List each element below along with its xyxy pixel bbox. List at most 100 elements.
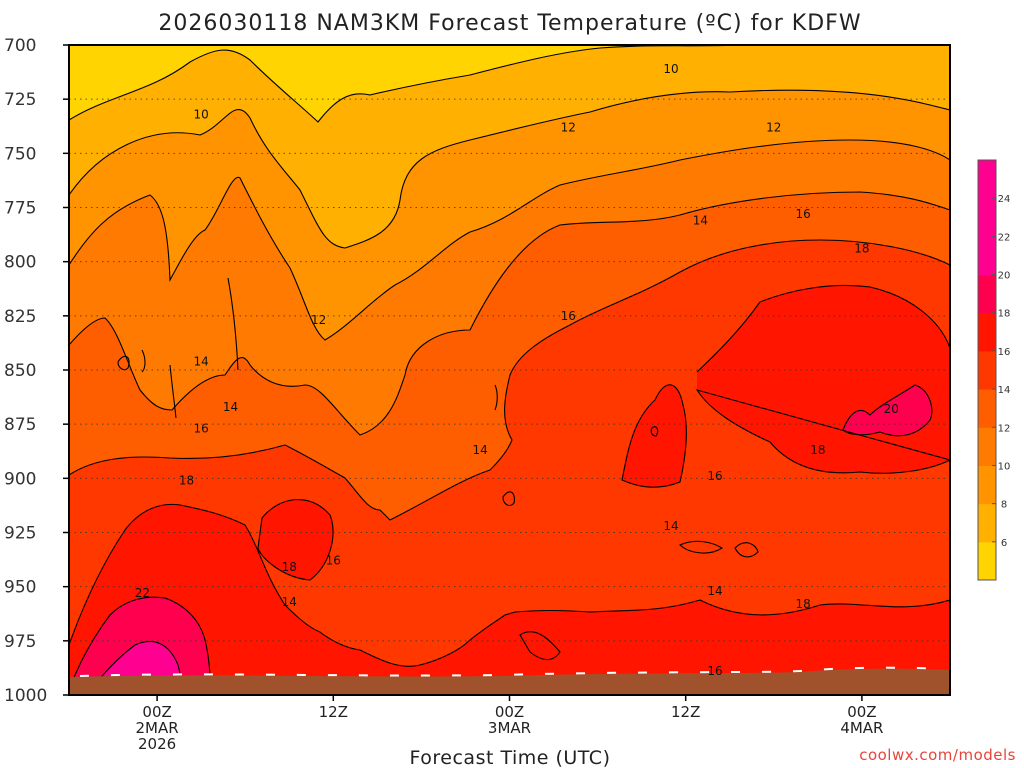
colorbar-segment — [978, 350, 996, 390]
contour-label: 12 — [311, 313, 326, 327]
contour-line — [69, 239, 950, 521]
contour-label: 10 — [663, 62, 678, 76]
contour-lines — [69, 45, 950, 695]
band-18-20 — [69, 504, 950, 695]
credit-text: coolwx.com/models — [859, 746, 1016, 764]
colorbar-tick-label: 24 — [998, 194, 1011, 205]
contour-label: 18 — [854, 242, 869, 256]
x-tick-label: 00Z — [495, 703, 524, 721]
contour-line — [519, 631, 561, 661]
contour-line — [69, 45, 741, 123]
colorbar-segment — [978, 465, 996, 505]
contour-label: 16 — [796, 207, 811, 221]
colorbar-tick-label: 6 — [1001, 538, 1007, 549]
colorbar: 6 8 10 12 14 16 18 20 22 24 — [977, 159, 1011, 581]
contour-label: 16 — [194, 422, 209, 436]
y-tick-label: 800 — [4, 253, 36, 273]
contour-label: 10 — [194, 107, 209, 121]
y-tick-label: 900 — [4, 469, 36, 489]
band-18-20-mid — [258, 499, 334, 580]
contour-label: 12 — [561, 120, 576, 134]
contour-label: 14 — [707, 584, 722, 598]
contour-line — [695, 284, 950, 474]
contour-line — [734, 542, 759, 558]
contour-line — [141, 349, 146, 373]
contour-line — [69, 89, 950, 249]
ground-strip — [69, 668, 950, 695]
colorbar-tick-label: 16 — [998, 347, 1011, 358]
colorbar-tick-label: 20 — [998, 271, 1011, 282]
y-tick-label: 725 — [4, 90, 36, 110]
contour-line — [69, 596, 213, 695]
y-tick-label: 700 — [4, 36, 36, 56]
y-tick-label: 825 — [4, 307, 36, 327]
contour-line — [502, 491, 515, 506]
contour-line — [117, 355, 130, 371]
colorbar-segment — [978, 541, 996, 581]
plot-frame — [68, 44, 951, 696]
contour-line — [494, 384, 498, 411]
y-tick-label: 975 — [4, 632, 36, 652]
contour-line — [621, 384, 687, 488]
x-tick-label: 2026 — [138, 735, 176, 753]
contour-line — [227, 277, 239, 371]
contour-label: 14 — [282, 595, 297, 609]
contour-label: 14 — [194, 354, 209, 368]
colorbar-segment — [978, 274, 996, 314]
x-axis-title: Forecast Time (UTC) — [410, 747, 611, 768]
colorbar-frame — [977, 159, 997, 581]
contour-label: 16 — [326, 554, 341, 568]
contour-line — [650, 426, 659, 437]
contour-label: 18 — [810, 443, 825, 457]
colorbar-segment — [978, 198, 996, 237]
y-tick-label: 775 — [4, 199, 36, 219]
x-tick-label: 12Z — [671, 703, 700, 721]
contour-line — [69, 139, 950, 341]
x-tick-label: 3MAR — [488, 719, 531, 737]
y-tick-label: 750 — [4, 144, 36, 164]
contour-line — [69, 191, 950, 436]
colorbar-tick-label: 8 — [1001, 500, 1007, 511]
y-tick-label: 1000 — [4, 686, 47, 706]
x-tick-label: 00Z — [142, 703, 171, 721]
contour-line — [842, 384, 933, 437]
contour-label: 22 — [135, 586, 150, 600]
colorbar-tick-label: 12 — [998, 423, 1011, 434]
colorbar-segment — [978, 236, 996, 276]
contour-label: 16 — [707, 469, 722, 483]
chart-title: 2026030118 NAM3KM Forecast Temperature (… — [158, 11, 861, 36]
colorbar-segment — [978, 312, 996, 352]
plot-area — [69, 45, 950, 695]
y-tick-label: 875 — [4, 415, 36, 435]
y-tick-label: 850 — [4, 361, 36, 381]
y-tick-label: 925 — [4, 524, 36, 544]
contour-label: 18 — [282, 560, 297, 574]
contour-label: 14 — [472, 443, 487, 457]
y-axis: 700 725 750 775 800 825 850 875 900 925 950 975 1000 — [4, 36, 69, 706]
x-tick-label: 00Z — [847, 703, 876, 721]
x-tick-label: 2MAR — [136, 719, 179, 737]
contour-label: 20 — [884, 402, 899, 416]
contour-line — [169, 364, 177, 419]
contour-label: 14 — [223, 400, 238, 414]
colorbar-segment — [978, 160, 996, 199]
contour-label: 16 — [707, 664, 722, 678]
contour-line — [679, 540, 724, 554]
contour-label: 18 — [179, 474, 194, 488]
contour-label: 18 — [796, 597, 811, 611]
band-20-22-right — [843, 385, 932, 436]
ground-layer — [69, 666, 950, 695]
contour-line — [69, 503, 950, 667]
colorbar-tick-label: 22 — [998, 232, 1011, 243]
colorbar-segment — [978, 389, 996, 428]
colorbar-segment — [978, 427, 996, 466]
gridlines — [69, 98, 950, 642]
ground-edge — [79, 666, 946, 677]
x-tick-label: 4MAR — [840, 719, 883, 737]
contour-label: 12 — [766, 120, 781, 134]
contour-label: 14 — [663, 519, 678, 533]
contour-line — [257, 499, 334, 581]
colorbar-tick-label: 14 — [998, 385, 1011, 396]
